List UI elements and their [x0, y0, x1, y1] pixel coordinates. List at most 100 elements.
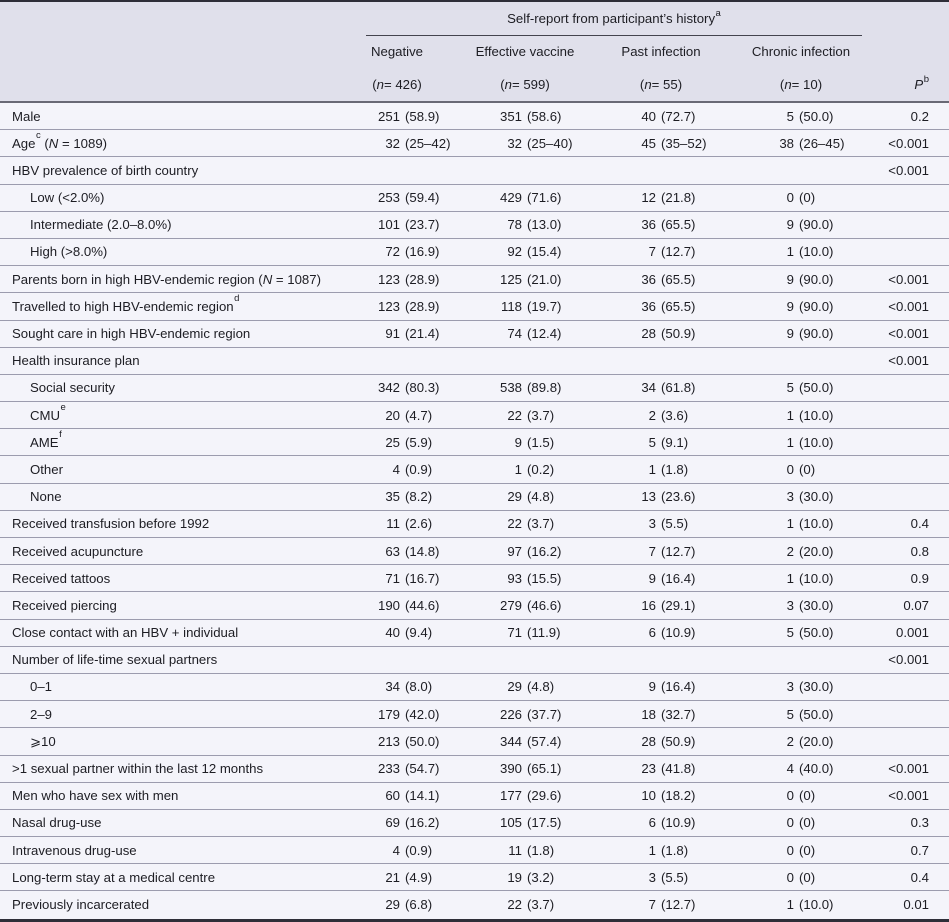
percent-value: (0)	[799, 788, 816, 804]
percent-value: (61.8)	[661, 380, 696, 396]
data-cell: 4 (0.9)	[336, 462, 458, 477]
data-cell: 20 (4.7)	[336, 408, 458, 423]
data-cell: 9 (90.0)	[730, 272, 872, 287]
count-value: 13	[641, 489, 656, 505]
percent-value: (21.4)	[405, 326, 440, 341]
count-value: 6	[648, 815, 656, 831]
data-cell: 1 (10.0)	[730, 571, 872, 586]
percent-value: (3.7)	[527, 407, 555, 423]
row-label: Social security	[30, 380, 116, 396]
data-cell: 9 (90.0)	[730, 299, 872, 314]
count-value: 71	[507, 625, 522, 641]
percent-value: (80.3)	[405, 380, 440, 396]
percent-value: (50.0)	[405, 733, 440, 749]
table-row: Received transfusion before 1992 11 (2.6) 2…	[0, 511, 949, 538]
percent-value: (20.0)	[799, 733, 834, 749]
percent-value: (4.9)	[405, 869, 433, 885]
percent-value: (90.0)	[799, 271, 834, 287]
count-value: 29	[507, 679, 522, 695]
data-cell: 34 (8.0)	[336, 679, 458, 694]
data-cell: 16 (29.1)	[592, 598, 730, 613]
data-cell: 123 (28.9)	[336, 272, 458, 287]
data-cell: 9 (90.0)	[730, 217, 872, 232]
percent-value: (12.7)	[661, 897, 696, 913]
data-cell: 40 (72.7)	[592, 109, 730, 124]
row-label: Received piercing	[12, 597, 117, 613]
percent-value: (10.9)	[661, 815, 696, 831]
count-value: 60	[385, 788, 400, 804]
row-label: Close contact with an HBV + individual	[12, 625, 239, 641]
data-cell: 22 (3.7)	[458, 516, 592, 531]
percent-value: (25–42)	[405, 135, 451, 151]
table-body: Male 251 (58.9) 351 (58.6) 40 (72.7) 5 (50.0) 0.2…	[0, 103, 949, 919]
row-label: Male	[12, 108, 41, 124]
data-cell: 1 (10.0)	[730, 244, 872, 259]
data-cell: 0 (0)	[730, 870, 872, 885]
count-value: 251	[377, 108, 400, 124]
count-value: 1	[648, 842, 656, 858]
count-value: 538	[499, 380, 522, 396]
count-value: 7	[648, 897, 656, 913]
data-cell: 92 (15.4)	[458, 244, 592, 259]
row-label: Sought care in high HBV-endemic region	[12, 326, 251, 341]
table-row: ⩾10 213 (50.0) 344 (57.4) 28 (50.9) 2 (20.0)	[0, 728, 949, 756]
count-value: 5	[786, 625, 794, 641]
data-cell: 71 (16.7)	[336, 571, 458, 586]
percent-value: (5.5)	[661, 869, 689, 885]
table-row: Number of life-time sexual partners <0.00…	[0, 647, 949, 674]
percent-value: (29.1)	[661, 597, 696, 613]
percent-value: (8.2)	[405, 489, 433, 505]
percent-value: (71.6)	[527, 190, 562, 206]
row-label: Travelled to high HBV-endemic regiond	[12, 292, 240, 314]
data-cell: 78 (13.0)	[458, 217, 592, 232]
percent-value: (15.4)	[527, 244, 562, 260]
row-label: Intravenous drug-use	[12, 842, 137, 858]
data-cell: 3 (30.0)	[730, 489, 872, 504]
count-value: 40	[641, 108, 656, 124]
data-cell: 5 (9.1)	[592, 435, 730, 450]
percent-value: (12.4)	[527, 326, 562, 341]
data-cell: 69 (16.2)	[336, 815, 458, 830]
row-label: Received acupuncture	[12, 543, 144, 559]
data-cell: 72 (16.9)	[336, 244, 458, 259]
count-value: 35	[385, 489, 400, 505]
table-row: 0–1 34 (8.0) 29 (4.8) 9 (16.4) 3 (30.0)	[0, 674, 949, 702]
row-label: None	[30, 489, 62, 505]
table-row: Close contact with an HBV + individual 40…	[0, 620, 949, 647]
count-value: 36	[641, 298, 656, 314]
percent-value: (10.0)	[799, 516, 834, 532]
data-cell: 118 (19.7)	[458, 299, 592, 314]
percent-value: (17.5)	[527, 815, 562, 831]
data-cell: 1 (1.8)	[592, 843, 730, 858]
data-cell: 1 (0.2)	[458, 462, 592, 477]
data-cell: 9 (16.4)	[592, 571, 730, 586]
table-row: AMEf 25 (5.9) 9 (1.5) 5 (9.1) 1 (10.0)	[0, 428, 949, 457]
data-cell: 429 (71.6)	[458, 190, 592, 205]
count-value: 0	[786, 869, 794, 885]
percent-value: (21.0)	[527, 271, 562, 287]
percent-value: (30.0)	[799, 679, 834, 695]
count-value: 0	[786, 842, 794, 858]
p-value-cell: <0.001	[888, 135, 929, 151]
count-value: 190	[377, 597, 400, 613]
percent-value: (54.7)	[405, 761, 440, 776]
count-value: 118	[500, 298, 522, 314]
percent-value: (3.6)	[661, 407, 689, 423]
percent-value: (0.9)	[405, 842, 433, 858]
count-value: 22	[507, 897, 522, 913]
data-cell: 29 (4.8)	[458, 679, 592, 694]
count-value: 123	[377, 298, 400, 314]
data-cell: 7 (12.7)	[592, 897, 730, 912]
data-cell: 101 (23.7)	[336, 217, 458, 232]
percent-value: (44.6)	[405, 597, 440, 613]
count-value: 10	[641, 788, 656, 804]
row-label: AMEf	[30, 428, 62, 450]
percent-value: (28.9)	[405, 298, 440, 314]
percent-value: (0)	[799, 815, 816, 831]
count-value: 2	[786, 733, 794, 749]
data-cell: 9 (90.0)	[730, 326, 872, 341]
data-cell: 0 (0)	[730, 815, 872, 830]
p-value-cell: <0.001	[888, 271, 929, 287]
data-cell: 60 (14.1)	[336, 788, 458, 803]
p-value-cell: 0.8	[910, 543, 929, 559]
